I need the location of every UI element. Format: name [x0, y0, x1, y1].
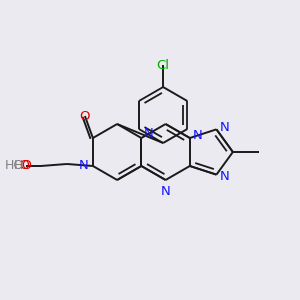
Text: N: N	[143, 127, 153, 140]
Text: H: H	[14, 160, 23, 172]
Text: Cl: Cl	[157, 58, 169, 72]
Text: N: N	[219, 121, 229, 134]
Text: O: O	[80, 110, 90, 122]
Text: O: O	[19, 160, 29, 172]
Text: O: O	[21, 160, 31, 172]
Text: N: N	[161, 185, 170, 198]
Text: N: N	[219, 170, 229, 183]
Text: N: N	[79, 160, 89, 172]
Text: N: N	[193, 128, 202, 142]
Text: HO: HO	[5, 160, 24, 172]
